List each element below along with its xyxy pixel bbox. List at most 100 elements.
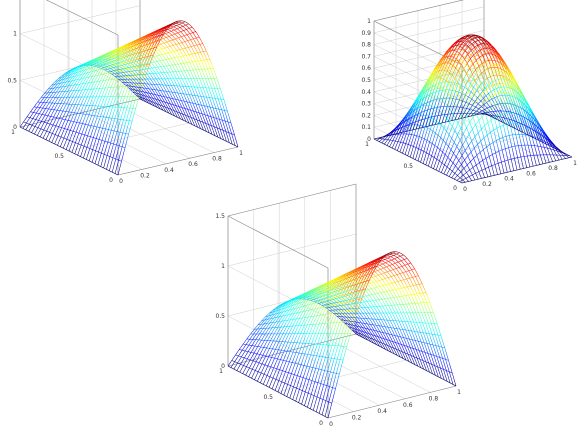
surface-mesh-segment	[215, 106, 217, 110]
surface-mesh-segment	[155, 42, 157, 45]
surface-mesh-segment	[65, 116, 67, 119]
surface-mesh-segment	[151, 71, 153, 74]
surface-mesh-segment	[103, 154, 105, 158]
surface-mesh-segment	[39, 135, 42, 138]
surface-mesh-segment	[181, 32, 183, 35]
surface-mesh-segment	[158, 41, 160, 44]
surface-mesh-segment	[182, 66, 184, 69]
surface-mesh-segment	[159, 51, 162, 53]
surface-mesh-segment	[214, 129, 217, 133]
surface-mesh-segment	[30, 126, 32, 129]
surface-mesh-segment	[50, 94, 53, 96]
surface-mesh-segment	[147, 86, 149, 89]
surface-mesh-segment	[155, 58, 157, 61]
surface-mesh-segment	[94, 84, 96, 87]
surface-mesh-segment	[45, 90, 47, 93]
surface-mesh-segment	[109, 143, 111, 147]
surface-mesh-segment	[67, 89, 70, 92]
surface-mesh-segment	[170, 100, 173, 102]
surface-mesh-segment	[69, 101, 71, 104]
surface-mesh-segment	[161, 73, 164, 76]
surface-mesh-segment	[110, 108, 113, 112]
surface-mesh-segment	[117, 136, 120, 140]
surface-mesh-segment	[92, 83, 94, 86]
surface-mesh-segment	[204, 53, 206, 56]
surface-mesh-segment	[84, 122, 87, 126]
surface-mesh-segment	[107, 100, 110, 104]
surface-mesh-segment	[127, 135, 129, 139]
surface-mesh-segment	[131, 67, 133, 71]
surface-mesh-segment	[150, 87, 152, 89]
surface-mesh-segment	[97, 152, 99, 156]
surface-mesh-segment	[168, 70, 171, 72]
surface-mesh-segment	[214, 113, 217, 117]
surface-mesh-segment	[108, 98, 111, 101]
surface-mesh-segment	[151, 57, 153, 60]
surface-mesh-segment	[149, 44, 151, 46]
surface-mesh-segment	[159, 93, 161, 96]
surface-mesh-segment	[88, 148, 90, 152]
surface-mesh-segment	[197, 73, 199, 76]
surface-mesh-segment	[150, 74, 152, 77]
surface-mesh-segment	[99, 91, 102, 95]
surface-mesh-segment	[218, 133, 221, 137]
surface-mesh-segment	[95, 102, 97, 106]
surface-mesh-segment	[142, 76, 144, 78]
surface-mesh-segment	[54, 107, 56, 110]
surface-mesh-segment	[152, 39, 155, 41]
surface-mesh-segment	[170, 95, 173, 98]
surface-mesh-segment	[170, 33, 172, 36]
surface-mesh-segment	[185, 48, 187, 51]
surface-mesh-segment	[197, 46, 200, 49]
surface-mesh-segment	[217, 79, 219, 83]
surface-mesh-segment	[172, 92, 174, 95]
surface-mesh-segment	[131, 48, 134, 50]
surface-mesh-segment	[189, 43, 191, 46]
surface-mesh-segment	[172, 112, 174, 115]
surface-mesh-segment	[114, 148, 116, 152]
surface-mesh-segment	[106, 56, 109, 59]
surface-mesh-segment	[160, 85, 162, 88]
surface-mesh-segment	[214, 104, 216, 107]
surface-mesh-segment	[222, 120, 224, 124]
surface-mesh-segment	[36, 122, 38, 124]
surface-mesh-segment	[183, 26, 185, 28]
surface-mesh-segment	[119, 90, 122, 94]
surface-mesh-segment	[47, 103, 49, 106]
surface-mesh-segment	[205, 57, 208, 60]
surface-mesh-segment	[67, 99, 69, 102]
surface-mesh-segment	[51, 140, 53, 143]
surface-mesh-segment	[203, 82, 205, 85]
surface-mesh-segment	[79, 88, 81, 91]
surface-mesh-segment	[56, 98, 59, 100]
surface-mesh-segment	[185, 55, 188, 58]
surface-mesh-segment	[119, 70, 122, 73]
surface-mesh-segment	[170, 37, 172, 39]
surface-mesh-segment	[195, 96, 197, 99]
surface-mesh-segment	[107, 149, 109, 153]
surface-mesh-segment	[175, 88, 177, 91]
back-wall-grid-line	[19, 5, 141, 34]
surface-mesh-segment	[126, 115, 128, 119]
surface-mesh-segment	[60, 121, 62, 124]
surface-mesh-segment	[136, 61, 139, 64]
surface-mesh-segment	[54, 134, 56, 137]
surface-mesh-segment	[115, 80, 117, 83]
surface-mesh-segment	[57, 101, 60, 103]
surface-mesh-segment	[62, 75, 65, 77]
surface-mesh-segment	[187, 22, 189, 24]
surface-mesh-segment	[183, 57, 186, 60]
surface-mesh-segment	[196, 45, 199, 48]
surface-mesh-segment	[164, 67, 166, 70]
surface-mesh-segment	[129, 52, 131, 54]
surface-mesh-segment	[100, 84, 102, 87]
surface-mesh-segment	[194, 100, 196, 103]
surface-mesh-segment	[146, 85, 148, 88]
surface-mesh-segment	[129, 87, 131, 91]
surface-mesh-segment	[162, 97, 164, 100]
surface-mesh-segment	[236, 141, 238, 145]
surface-mesh-segment	[214, 120, 216, 124]
surface-mesh-segment	[164, 88, 167, 91]
surface-mesh-segment	[69, 71, 71, 73]
surface-mesh-segment	[175, 39, 177, 41]
